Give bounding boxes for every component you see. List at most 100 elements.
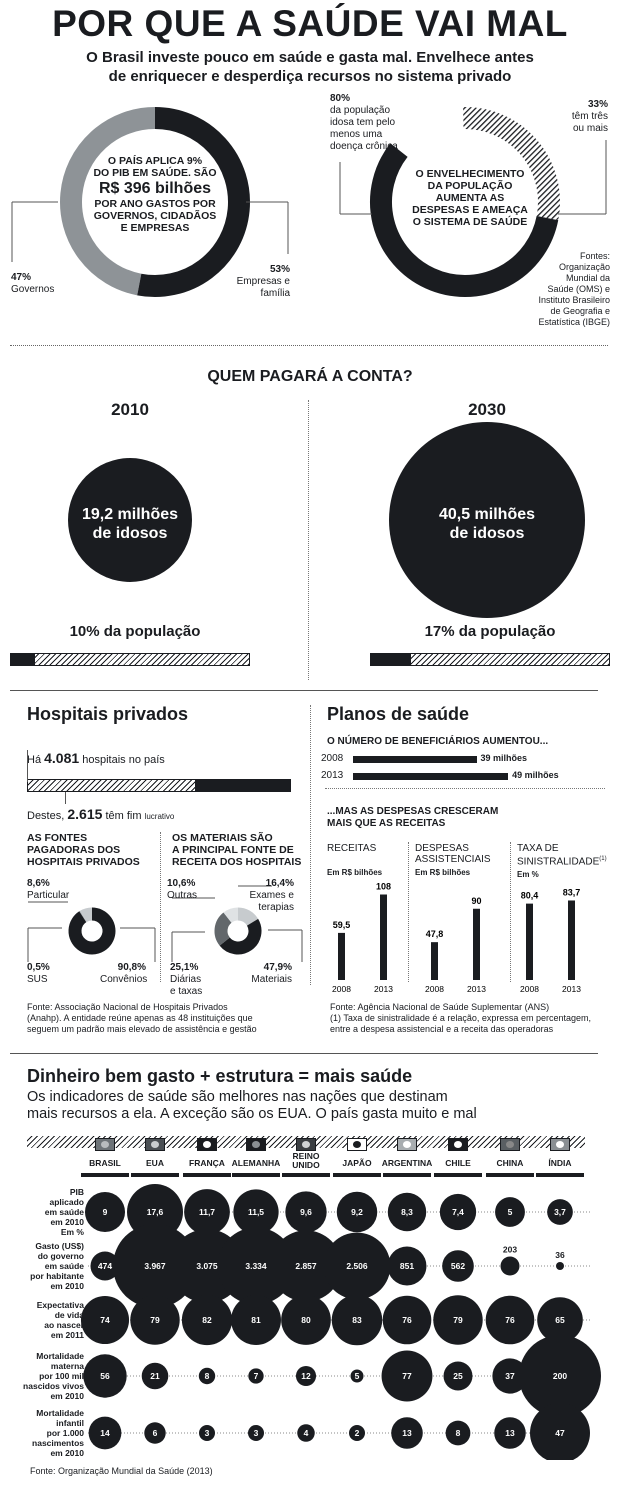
flag-detail	[353, 1141, 361, 1148]
source-line: Fonte: Associação Nacional de Hospitais …	[27, 1002, 228, 1012]
center-line: DO PIB EM SAÚDE. SÃO	[93, 167, 217, 179]
year-label: 2013	[321, 770, 344, 781]
indicator-bubble	[381, 1350, 433, 1402]
country-underline	[282, 1173, 330, 1177]
hospitals-profit-bar	[27, 779, 197, 792]
indicator-bubble	[331, 1294, 383, 1346]
indicator-value: 79	[453, 1315, 463, 1325]
indicator-bubble	[83, 1354, 127, 1398]
indicator-label-line: PIB	[69, 1187, 84, 1197]
indicator-label-line: em 2010	[50, 1448, 84, 1458]
usa-flag	[145, 1138, 165, 1151]
indicator-value: 13	[402, 1428, 412, 1438]
indicator-bubble	[555, 1261, 565, 1271]
flag-detail	[101, 1141, 109, 1148]
country-name: BRASIL	[89, 1158, 121, 1168]
spending-donut	[11, 107, 289, 297]
indicator-bubble	[199, 1425, 215, 1441]
spending-gov-arc	[60, 107, 156, 296]
plans-bar-label: 83,7	[563, 887, 581, 897]
footnote-mark: (1)	[599, 856, 607, 862]
country-name: CHILE	[445, 1158, 471, 1168]
indicator-bubble	[439, 1193, 477, 1231]
source-line: Organização	[558, 262, 610, 272]
country-underline	[434, 1173, 482, 1177]
indicator-label-line: por 1.000	[46, 1428, 84, 1438]
pct: 0,5%	[27, 962, 50, 973]
emp-text: família	[260, 288, 290, 299]
aging-33-pct: 33%	[587, 99, 608, 110]
divider	[308, 400, 309, 680]
indicator-bubble	[442, 1250, 474, 1282]
share-2030: 17% da população	[424, 623, 556, 640]
uk-flag	[296, 1138, 316, 1151]
mat-diarias-label: 25,1% Diárias e taxas	[170, 962, 202, 998]
indicator-bubble	[382, 1295, 432, 1345]
country-name: ARGENTINA	[381, 1158, 433, 1168]
indicator-label-line: infantil	[56, 1418, 84, 1428]
indicator-bubble	[391, 1417, 423, 1449]
indicator-label-line: ao nascer	[44, 1320, 84, 1330]
source-line: de Geografia e	[550, 306, 610, 316]
france-flag	[197, 1138, 217, 1151]
indicator-label: Expectativa de vida ao nascer em 2011	[0, 1300, 84, 1340]
plans-bar	[380, 894, 387, 980]
indicator-value: 3	[254, 1428, 259, 1438]
pct: 25,1%	[170, 962, 199, 973]
plans-source: Fonte: Agência Nacional de Saúde Supleme…	[330, 1002, 591, 1035]
fund-sus-label: 0,5% SUS	[27, 962, 50, 986]
indicator-value: 47	[555, 1428, 565, 1438]
year-2030: 2030	[468, 400, 506, 419]
indicator-value: 7,4	[452, 1207, 464, 1217]
indicator-value: 8	[456, 1428, 461, 1438]
indicator-bubble	[323, 1232, 391, 1300]
indicator-label-line: aplicado	[49, 1197, 84, 1207]
indicator-bubble	[281, 1295, 331, 1345]
divider	[325, 788, 605, 789]
subtitle-line: O Brasil investe pouco em saúde e gasta …	[86, 49, 534, 66]
flag-detail	[454, 1141, 462, 1148]
plans-year-label: 2008	[425, 984, 444, 994]
indicator-bubble	[433, 1295, 483, 1345]
indicator-value: 65	[555, 1315, 565, 1325]
indicator-label-line: Em %	[60, 1227, 84, 1237]
aging-80-text: da população	[330, 105, 391, 116]
country-name: FRANÇA	[189, 1158, 225, 1168]
indicator-bubble	[285, 1191, 327, 1233]
beneficiaries-value: 49 milhões	[512, 770, 559, 780]
indicator-bubble	[445, 1420, 471, 1446]
indicator-bubble	[494, 1417, 526, 1449]
indicator-value: 8,3	[401, 1207, 413, 1217]
text: e taxas	[170, 986, 203, 997]
pct: 16,4%	[265, 878, 294, 889]
indicator-value: 8	[205, 1371, 210, 1381]
indicator-value: 74	[100, 1315, 110, 1325]
text: RECEITAS	[327, 843, 377, 854]
indicator-bubble	[537, 1297, 583, 1343]
emp-text: Empresas e	[236, 276, 290, 287]
hospital-pies	[27, 885, 303, 962]
divider	[408, 842, 409, 982]
matrix-title: Dinheiro bem gasto + estrutura = mais sa…	[27, 1066, 413, 1086]
indicator-bubble	[297, 1424, 315, 1442]
indicator-bubble	[530, 1403, 590, 1460]
indicator-labels: PIB aplicado em saúde em 2010 Em % Gasto (US$…	[0, 1180, 90, 1460]
indicator-value: 3.334	[245, 1261, 267, 1271]
indicator-value: 3	[205, 1428, 210, 1438]
center-line: GOVERNOS, CIDADÃOS	[93, 210, 217, 222]
mat-exames-slice	[237, 907, 259, 927]
country-underline	[232, 1173, 280, 1177]
taxa-header: TAXA DE SINISTRALIDADE(1) Em %	[517, 843, 607, 880]
heading-line: HOSPITAIS PRIVADOS	[27, 856, 140, 868]
indicator-value: 79	[150, 1315, 160, 1325]
funding-donut	[68, 907, 116, 955]
indicator-bubble	[141, 1362, 169, 1390]
indicator-value: 17,6	[147, 1207, 164, 1217]
source-line: (1) Taxa de sinistralidade é a relação, …	[330, 1013, 591, 1023]
japan-flag	[347, 1138, 367, 1151]
indicator-label-line: em 2010	[50, 1281, 84, 1291]
elderly-2030-circle	[389, 422, 585, 618]
heading-line: AS FONTES	[27, 832, 88, 844]
indicator-label-line: em saúde	[44, 1261, 84, 1271]
indicator-value: 80	[301, 1315, 311, 1325]
